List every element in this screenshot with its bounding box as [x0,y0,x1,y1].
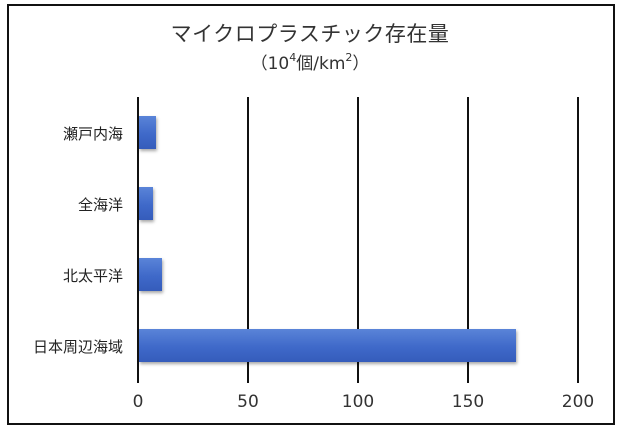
bar [139,329,517,362]
category-label: 北太平洋 [62,267,123,285]
bar [139,116,156,149]
gridline [467,97,469,383]
x-tick-label: 50 [237,392,259,412]
category-label: 全海洋 [77,196,123,214]
chart-subtitle: （104個/km2） [250,51,370,74]
y-axis-line [137,97,139,383]
x-tick-label: 200 [561,392,595,412]
x-tick-label: 100 [341,392,375,412]
gridline [247,97,249,383]
gridline [577,97,579,383]
bar [139,258,163,291]
x-tick-label: 0 [132,392,144,412]
category-label: 日本周辺海域 [32,338,123,356]
gridline [357,97,359,383]
bar [139,187,154,220]
chart-title: マイクロプラスチック存在量 [170,22,450,46]
category-label: 瀬戸内海 [62,125,123,143]
x-tick-label: 150 [451,392,485,412]
